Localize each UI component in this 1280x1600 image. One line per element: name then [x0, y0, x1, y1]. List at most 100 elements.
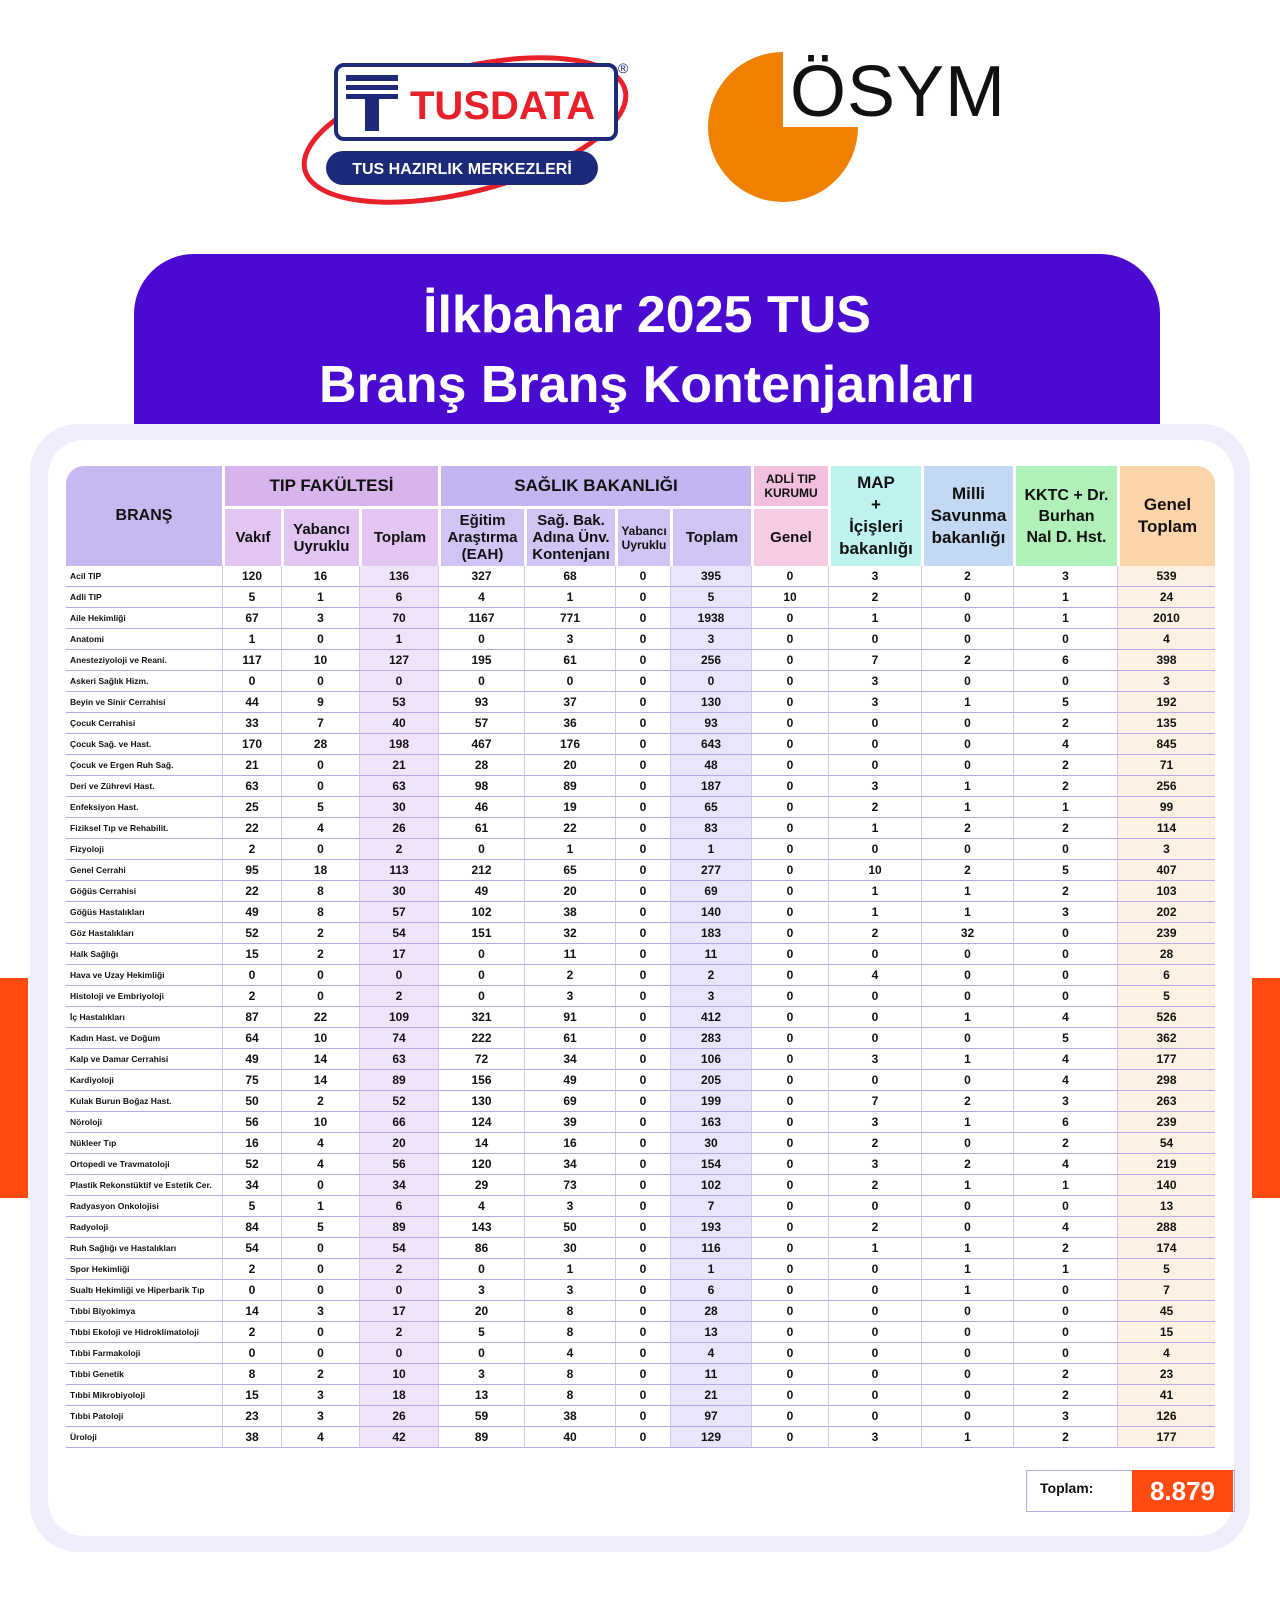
cell-genel-toplam: 103 — [1117, 881, 1215, 902]
cell-tip-toplam: 21 — [359, 755, 438, 776]
cell-tip-yabanci: 8 — [281, 902, 359, 923]
cell-sag-toplam: 102 — [670, 1175, 751, 1196]
cell-sag-yabanci: 0 — [615, 797, 670, 818]
cell-tip-yabanci: 9 — [281, 692, 359, 713]
cell-map: 1 — [828, 1238, 921, 1259]
cell-map: 3 — [828, 566, 921, 587]
cell-kktc: 3 — [1013, 1406, 1117, 1427]
cell-map: 0 — [828, 1070, 921, 1091]
cell-milli: 1 — [921, 776, 1013, 797]
cell-map: 0 — [828, 1322, 921, 1343]
table-row: İç Hastalıkları 87 22 109 321 91 0 412 0 0 1 4 526 — [66, 1007, 1215, 1028]
cell-map: 0 — [828, 713, 921, 734]
header-milli-line1: Milli — [951, 484, 986, 503]
cell-tip-yabanci: 5 — [281, 797, 359, 818]
cell-milli: 0 — [921, 1343, 1013, 1364]
cell-sag-univ: 38 — [524, 902, 615, 923]
cell-milli: 1 — [921, 902, 1013, 923]
table-row: Fiziksel Tıp ve Rehabilit. 22 4 26 61 22 0 83 0 1… — [66, 818, 1215, 839]
cell-tip-vakif: 8 — [222, 1364, 281, 1385]
cell-sag-yabanci: 0 — [615, 734, 670, 755]
cell-milli: 0 — [921, 1133, 1013, 1154]
cell-tip-vakif: 52 — [222, 1154, 281, 1175]
cell-brans: Askeri Sağlık Hizm. — [66, 671, 222, 692]
cell-genel-toplam: 71 — [1117, 755, 1215, 776]
cell-adli-genel: 0 — [751, 902, 828, 923]
cell-sag-univ: 30 — [524, 1238, 615, 1259]
cell-map: 3 — [828, 671, 921, 692]
cell-tip-vakif: 16 — [222, 1133, 281, 1154]
cell-milli: 1 — [921, 1049, 1013, 1070]
cell-adli-genel: 0 — [751, 1322, 828, 1343]
cell-map: 4 — [828, 965, 921, 986]
cell-map: 0 — [828, 1364, 921, 1385]
cell-adli-genel: 0 — [751, 1385, 828, 1406]
table-row: Tıbbi Patoloji 23 3 26 59 38 0 97 0 0 0 3 126 — [66, 1406, 1215, 1427]
cell-milli: 0 — [921, 839, 1013, 860]
header-tip-yabanci-line2: Uyruklu — [293, 537, 350, 555]
cell-sag-eah: 143 — [438, 1217, 524, 1238]
cell-sag-yabanci: 0 — [615, 1112, 670, 1133]
cell-tip-yabanci: 10 — [281, 1112, 359, 1133]
cell-brans: Kalp ve Damar Cerrahisi — [66, 1049, 222, 1070]
cell-sag-univ: 20 — [524, 881, 615, 902]
cell-genel-toplam: 99 — [1117, 797, 1215, 818]
cell-sag-toplam: 256 — [670, 650, 751, 671]
total-value: 8.879 — [1132, 1470, 1233, 1512]
cell-kktc: 2 — [1013, 1133, 1117, 1154]
table-row: Acil TIP 120 16 136 327 68 0 395 0 3 2 3 539 — [66, 566, 1215, 587]
cell-genel-toplam: 41 — [1117, 1385, 1215, 1406]
table-row: Plastik Rekonstüktif ve Estetik Cer. 34 0 3… — [66, 1175, 1215, 1196]
cell-sag-yabanci: 0 — [615, 608, 670, 629]
cell-tip-toplam: 109 — [359, 1007, 438, 1028]
header-sag-yabanci-line2: Uyruklu — [621, 537, 667, 552]
header-milli-line2: Savunma — [930, 506, 1007, 525]
header-map-line3: İçişleri — [849, 517, 903, 536]
table-row: Beyin ve Sinir Cerrahisi 44 9 53 93 37 0 130 0 3 1… — [66, 692, 1215, 713]
cell-sag-univ: 69 — [524, 1091, 615, 1112]
cell-tip-vakif: 44 — [222, 692, 281, 713]
table-row: Tıbbi Ekoloji ve Hidroklimatoloji 2 0 2 5 8 0 1… — [66, 1322, 1215, 1343]
table-row: Fizyoloji 2 0 2 0 1 0 1 0 0 0 0 3 — [66, 839, 1215, 860]
cell-sag-yabanci: 0 — [615, 1217, 670, 1238]
table-row: Genel Cerrahi 95 18 113 212 65 0 277 0 10 2 5 407 — [66, 860, 1215, 881]
header-milli-line3: bakanlığı — [931, 528, 1006, 547]
cell-map: 0 — [828, 1406, 921, 1427]
cell-tip-toplam: 63 — [359, 776, 438, 797]
cell-sag-yabanci: 0 — [615, 1427, 670, 1448]
cell-tip-toplam: 63 — [359, 1049, 438, 1070]
cell-tip-yabanci: 7 — [281, 713, 359, 734]
cell-milli: 0 — [921, 1028, 1013, 1049]
cell-brans: Aile Hekimliği — [66, 608, 222, 629]
cell-sag-yabanci: 0 — [615, 587, 670, 608]
cell-genel-toplam: 202 — [1117, 902, 1215, 923]
cell-tip-yabanci: 0 — [281, 1238, 359, 1259]
title-banner: İlkbahar 2025 TUS Branş Branş Kontenjanl… — [134, 254, 1160, 434]
cell-sag-yabanci: 0 — [615, 860, 670, 881]
tusdata-tagline: TUS HAZIRLIK MERKEZLERİ — [352, 160, 572, 178]
cell-tip-yabanci: 0 — [281, 1280, 359, 1301]
cell-sag-toplam: 5 — [670, 587, 751, 608]
cell-sag-yabanci: 0 — [615, 671, 670, 692]
cell-adli-genel: 0 — [751, 1112, 828, 1133]
header-sag-yabanci-line1: Yabancı — [621, 523, 667, 538]
cell-tip-vakif: 0 — [222, 671, 281, 692]
cell-genel-toplam: 192 — [1117, 692, 1215, 713]
cell-adli-genel: 0 — [751, 1133, 828, 1154]
cell-tip-yabanci: 0 — [281, 1175, 359, 1196]
header-sag-univ-line3: Kontenjanı — [532, 546, 610, 563]
cell-sag-eah: 59 — [438, 1406, 524, 1427]
cell-sag-toplam: 97 — [670, 1406, 751, 1427]
cell-sag-eah: 321 — [438, 1007, 524, 1028]
cell-brans: Çocuk Sağ. ve Hast. — [66, 734, 222, 755]
cell-kktc: 1 — [1013, 608, 1117, 629]
header-sag-univ-line1: Sağ. Bak. — [537, 512, 605, 529]
table-row: Adli TIP 5 1 6 4 1 0 5 10 2 0 1 24 — [66, 587, 1215, 608]
cell-sag-univ: 2 — [524, 965, 615, 986]
cell-sag-univ: 37 — [524, 692, 615, 713]
cell-milli: 1 — [921, 1427, 1013, 1448]
cell-adli-genel: 0 — [751, 986, 828, 1007]
cell-sag-univ: 1 — [524, 1259, 615, 1280]
table-row: Göğüs Hastalıkları 49 8 57 102 38 0 140 0 1 1 3 202 — [66, 902, 1215, 923]
cell-milli: 0 — [921, 944, 1013, 965]
